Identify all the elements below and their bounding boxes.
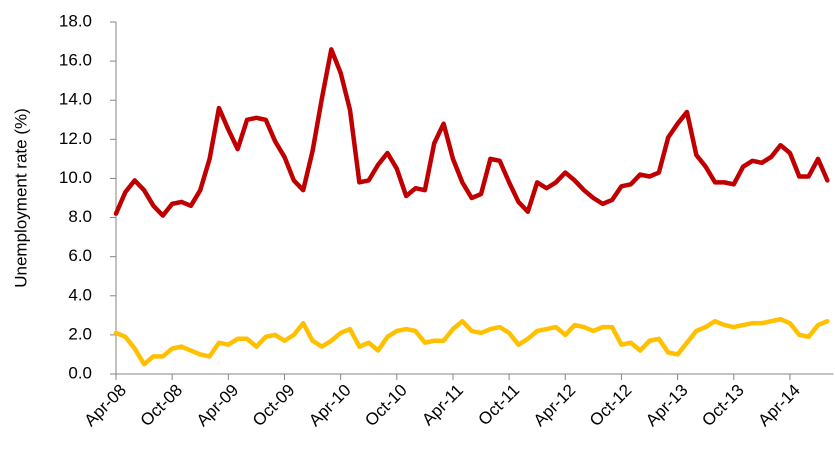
y-tick-label: 16.0	[59, 51, 92, 70]
y-tick-label: 18.0	[59, 11, 92, 30]
y-tick-label: 4.0	[68, 285, 92, 304]
line-series	[113, 316, 830, 367]
x-tick-label: Apr-09	[193, 381, 243, 431]
x-tick-label: Apr-11	[418, 381, 467, 430]
y-tick-label: 12.0	[59, 129, 92, 148]
x-tick-label: Apr-13	[642, 381, 692, 431]
y-tick-label: 8.0	[68, 207, 92, 226]
x-tick-label: Oct-11	[474, 381, 523, 430]
x-tick-label: Apr-12	[530, 381, 580, 431]
x-tick-label: Apr-14	[754, 381, 804, 431]
y-tick-label: 10.0	[59, 168, 92, 187]
y-tick-label: 0.0	[68, 363, 92, 382]
x-tick-label: Apr-08	[80, 381, 130, 431]
x-tick-label: Oct-13	[698, 381, 748, 431]
y-axis-title: Unemployment rate (%)	[11, 108, 30, 288]
x-tick-label: Oct-12	[586, 381, 636, 431]
y-tick-label: 2.0	[68, 324, 92, 343]
y-tick-label: 14.0	[59, 90, 92, 109]
x-tick-label: Apr-10	[305, 381, 355, 431]
x-tick-label: Oct-08	[137, 381, 187, 431]
x-tick-label: Oct-09	[249, 381, 299, 431]
line-series	[113, 47, 830, 218]
y-tick-label: 6.0	[68, 246, 92, 265]
x-tick-label: Oct-10	[361, 381, 411, 431]
